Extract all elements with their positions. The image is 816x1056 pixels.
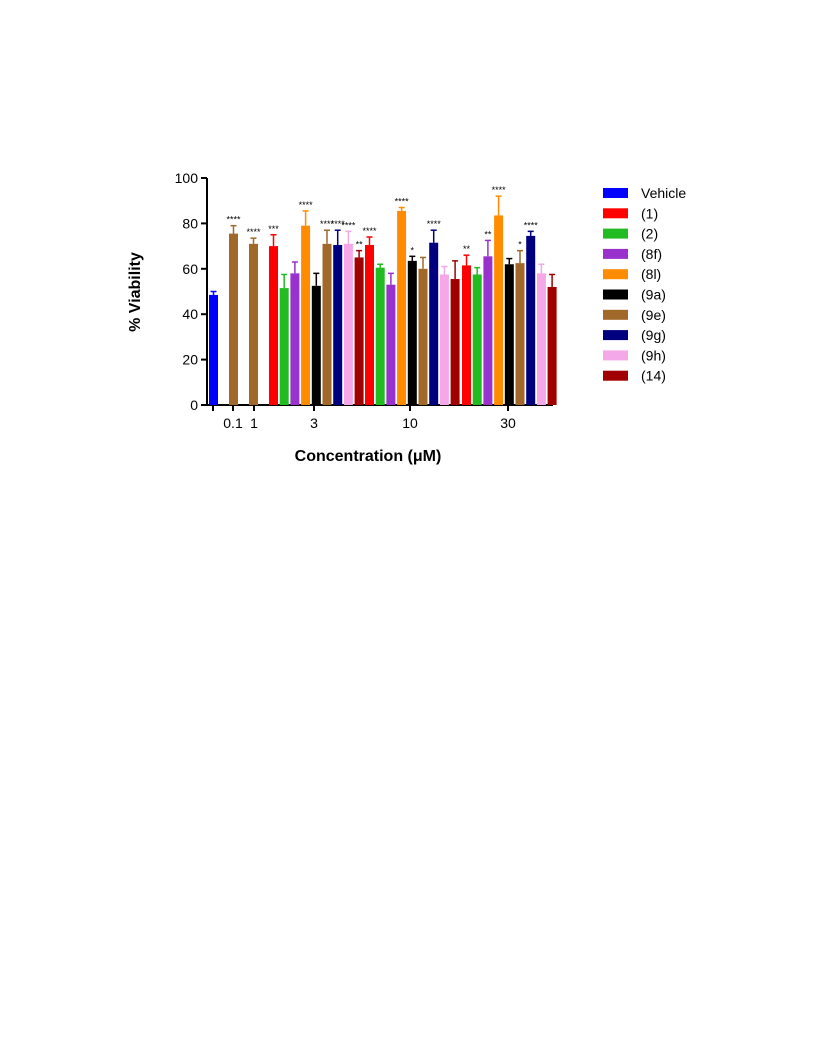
bar [450,279,460,405]
legend-swatch [603,289,628,300]
legend: Vehicle (1) (2) (8f) (8l) (9a) (9e) (9g) (9h) (14… [603,185,686,384]
x-tick-label: 3 [310,415,318,431]
significance-label: **** [395,197,410,207]
bar [439,274,449,405]
bar [229,233,238,405]
y-tick-label: 40 [182,306,198,322]
significance-label: **** [246,227,261,237]
legend-swatch [603,269,628,280]
bar [407,260,417,405]
significance-label: * [518,240,522,250]
legend-label: (1) [641,205,658,221]
bar [249,243,258,405]
x-axis-title: Concentration (μM) [295,448,442,465]
significance-label: **** [524,220,539,230]
significance-label: *** [268,224,279,234]
bar [343,243,353,405]
legend-label: (14) [641,368,666,384]
legend-swatch [603,188,628,198]
y-tick-label: 0 [190,397,198,413]
legend-swatch [603,228,628,239]
bar [526,235,536,405]
significance-label: **** [492,185,507,195]
y-axis-title: % Viability [127,252,144,332]
bar [462,265,471,405]
y-tick-label: 80 [182,215,198,231]
bar [386,284,396,405]
significance-label: * [411,245,415,255]
legend-label: (9e) [641,307,666,323]
legend-label: Vehicle [641,185,686,201]
legend-label: (2) [641,226,658,242]
legend-label: (8l) [641,266,661,282]
bars: ******** ********************************… [209,185,557,405]
bar [301,225,311,405]
significance-label: **** [362,226,377,236]
legend-swatch [603,309,628,320]
bar [311,285,321,405]
bar [547,286,557,405]
y-tick-label: 20 [182,352,198,368]
bar [504,264,514,405]
bar [375,267,385,405]
bar [365,244,374,405]
legend-swatch [603,208,628,219]
bar [290,273,300,405]
legend-swatch [603,370,628,381]
legend-swatch [603,350,628,361]
significance-label: **** [299,200,314,210]
bar [472,274,482,405]
legend-swatch [603,248,628,259]
legend-label: (9h) [641,347,666,363]
legend-label: (9a) [641,287,666,303]
significance-label: **** [320,219,335,229]
bar [354,257,364,405]
x-tick-label: 0.1 [223,415,243,431]
bar [483,256,493,405]
bar [494,215,504,405]
bar [333,244,343,405]
bar [322,243,332,405]
legend-label: (9g) [641,327,666,343]
y-tick-label: 60 [182,261,198,277]
legend-label: (8f) [641,246,662,262]
x-tick-label: 1 [250,415,258,431]
x-tick-label: 30 [500,415,516,431]
bar [397,210,407,405]
significance-label: ** [463,244,471,254]
significance-label: **** [331,219,346,229]
axes: 0 20 40 60 80 100 0.1 1 3 10 30 [175,170,553,431]
significance-label: ** [484,229,492,239]
significance-label: **** [226,215,241,225]
x-tick-label: 10 [402,415,418,431]
bar [515,263,525,405]
legend-swatch [603,330,628,341]
bar [209,294,218,405]
significance-label: **** [341,220,356,230]
bar [269,246,278,405]
bar [279,288,289,405]
bar [429,242,439,405]
bar [418,268,428,405]
significance-label: ** [356,240,364,250]
y-tick-label: 100 [175,170,199,186]
bar [536,273,546,405]
significance-label: **** [427,219,442,229]
